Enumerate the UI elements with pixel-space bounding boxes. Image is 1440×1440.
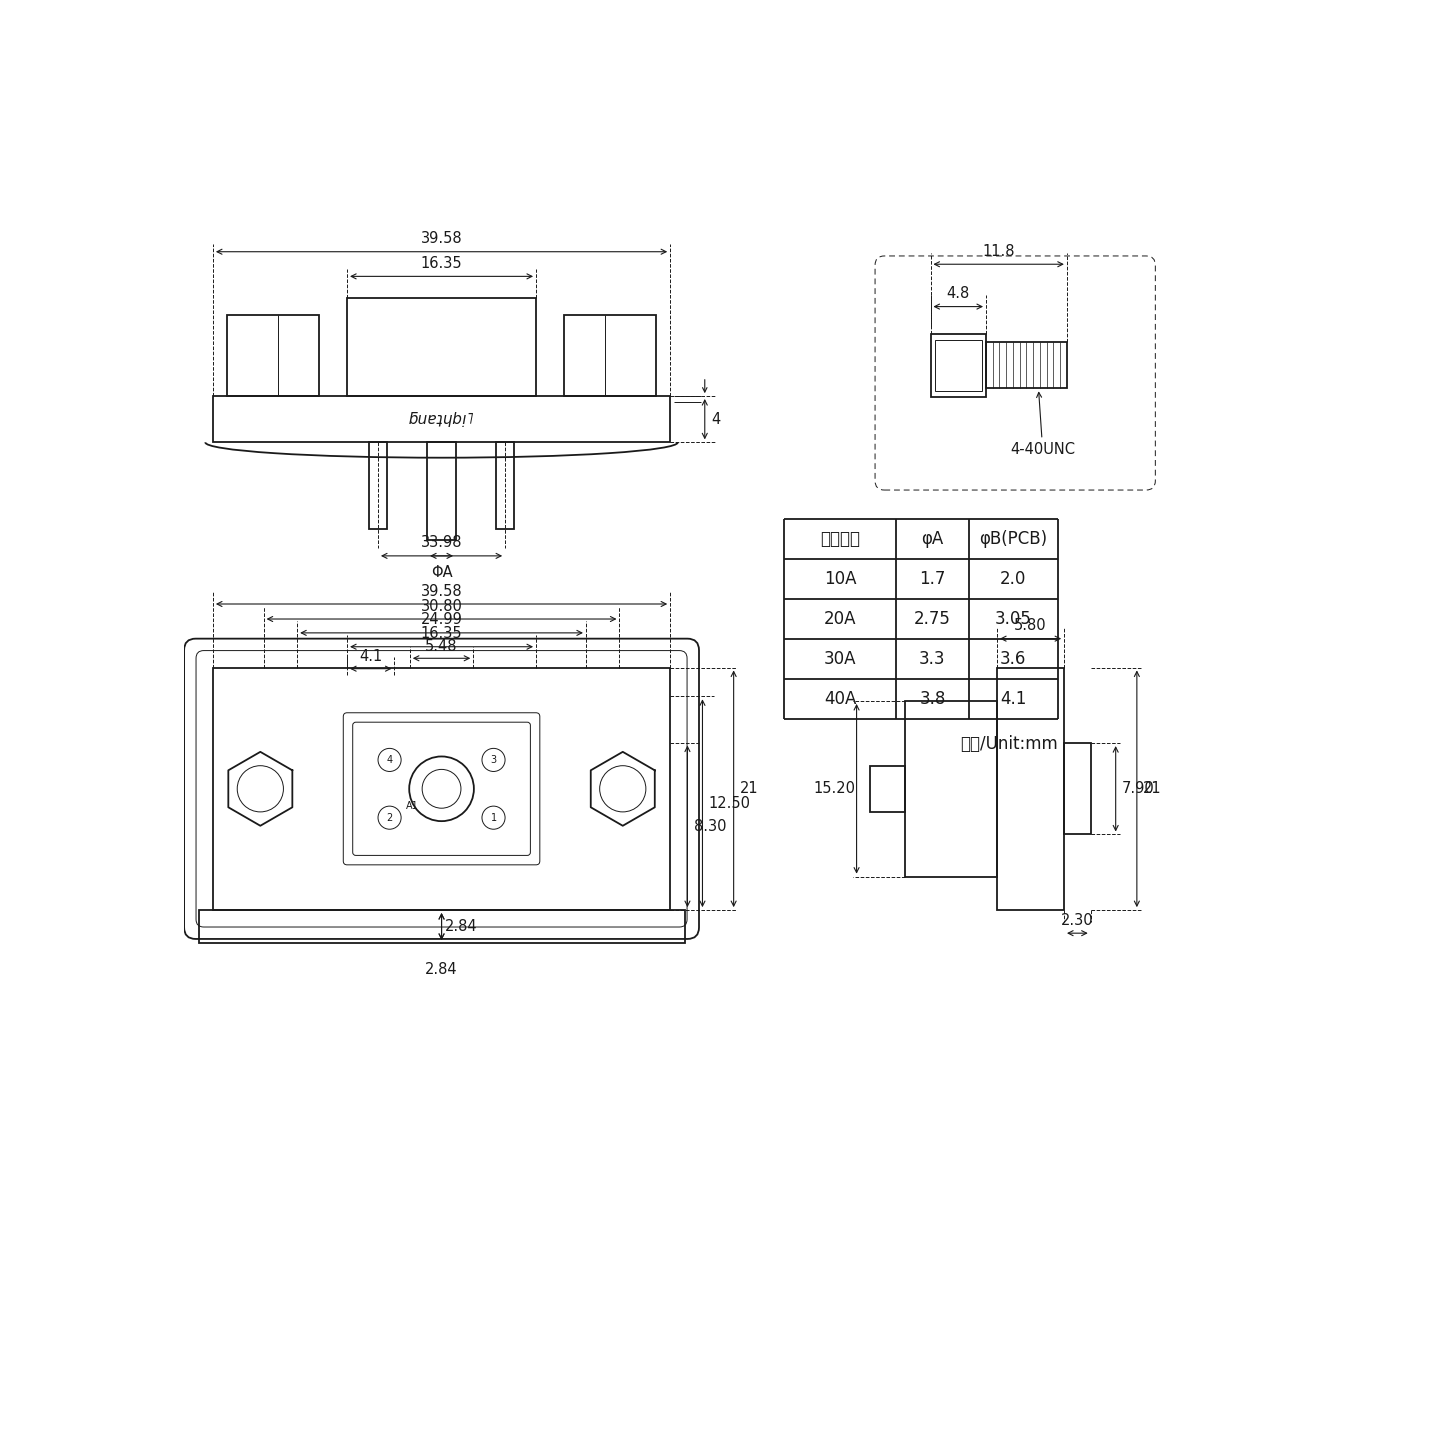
- Text: 4: 4: [386, 755, 393, 765]
- Text: 3: 3: [491, 755, 497, 765]
- Text: 2.0: 2.0: [1001, 570, 1027, 589]
- Text: 24.99: 24.99: [420, 612, 462, 628]
- Text: 4.1: 4.1: [359, 649, 383, 664]
- Text: 1.7: 1.7: [919, 570, 946, 589]
- Text: φA: φA: [922, 530, 943, 549]
- Bar: [370, 442, 387, 528]
- Text: 8.30: 8.30: [694, 819, 726, 834]
- Bar: [986, 343, 1067, 389]
- Text: 33.98: 33.98: [420, 536, 462, 550]
- Text: 7.90: 7.90: [1122, 782, 1155, 796]
- Text: 39.58: 39.58: [420, 583, 462, 599]
- Text: 5.48: 5.48: [425, 639, 458, 654]
- Bar: [904, 701, 996, 877]
- Bar: [347, 298, 536, 396]
- Text: 40A: 40A: [824, 690, 857, 708]
- Bar: [213, 396, 670, 442]
- Text: 20A: 20A: [824, 611, 857, 628]
- Bar: [935, 340, 982, 390]
- Text: 4.8: 4.8: [946, 287, 971, 301]
- Text: 3.05: 3.05: [995, 611, 1031, 628]
- Text: A1: A1: [406, 801, 419, 811]
- Text: 21: 21: [1143, 782, 1162, 796]
- Text: φB(PCB): φB(PCB): [979, 530, 1047, 549]
- Bar: [996, 668, 1064, 910]
- Text: 2.75: 2.75: [914, 611, 950, 628]
- Bar: [1064, 743, 1090, 834]
- Text: 4: 4: [711, 412, 720, 426]
- Text: 2.30: 2.30: [1061, 913, 1094, 927]
- Text: 单位/Unit:mm: 单位/Unit:mm: [960, 734, 1057, 753]
- Text: 15.20: 15.20: [814, 782, 855, 796]
- Bar: [228, 315, 320, 396]
- Text: 3.6: 3.6: [1001, 651, 1027, 668]
- Text: 30.80: 30.80: [420, 599, 462, 613]
- Text: 10A: 10A: [824, 570, 857, 589]
- Bar: [213, 668, 670, 910]
- Text: 30A: 30A: [824, 651, 857, 668]
- Text: 4.1: 4.1: [1001, 690, 1027, 708]
- Text: 2: 2: [386, 812, 393, 822]
- Text: 11.8: 11.8: [982, 243, 1015, 259]
- Text: 5.80: 5.80: [1014, 618, 1047, 634]
- Text: ΦA: ΦA: [431, 564, 452, 580]
- Bar: [564, 315, 657, 396]
- Bar: [428, 442, 456, 540]
- Bar: [497, 442, 514, 528]
- Text: ƃuɐʇɥbᴉ˥: ƃuɐʇɥbᴉ˥: [409, 412, 474, 426]
- Bar: [199, 910, 684, 943]
- Text: 额定电流: 额定电流: [819, 530, 860, 549]
- Text: 4-40UNC: 4-40UNC: [1011, 393, 1076, 458]
- Bar: [870, 766, 904, 812]
- Bar: [930, 334, 986, 397]
- Text: 39.58: 39.58: [420, 232, 462, 246]
- Text: 16.35: 16.35: [420, 626, 462, 641]
- Text: 2.84: 2.84: [445, 919, 477, 935]
- Text: 21: 21: [740, 782, 759, 796]
- Text: 2.84: 2.84: [425, 962, 458, 978]
- Text: 12.50: 12.50: [708, 796, 750, 811]
- Text: 3.8: 3.8: [919, 690, 946, 708]
- Text: 1: 1: [491, 812, 497, 822]
- Text: 16.35: 16.35: [420, 256, 462, 271]
- Text: 3.3: 3.3: [919, 651, 946, 668]
